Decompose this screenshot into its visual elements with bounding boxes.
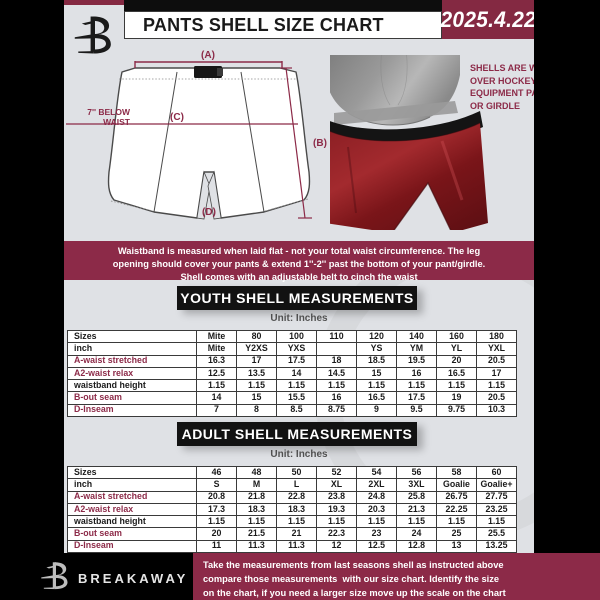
svg-text:(B): (B) — [313, 138, 327, 149]
svg-text:7'' BELOW: 7'' BELOW — [87, 107, 131, 117]
svg-text:WAIST: WAIST — [103, 117, 131, 127]
svg-text:(C): (C) — [170, 112, 184, 123]
svg-text:(A): (A) — [201, 50, 215, 61]
svg-text:(D): (D) — [202, 207, 216, 218]
